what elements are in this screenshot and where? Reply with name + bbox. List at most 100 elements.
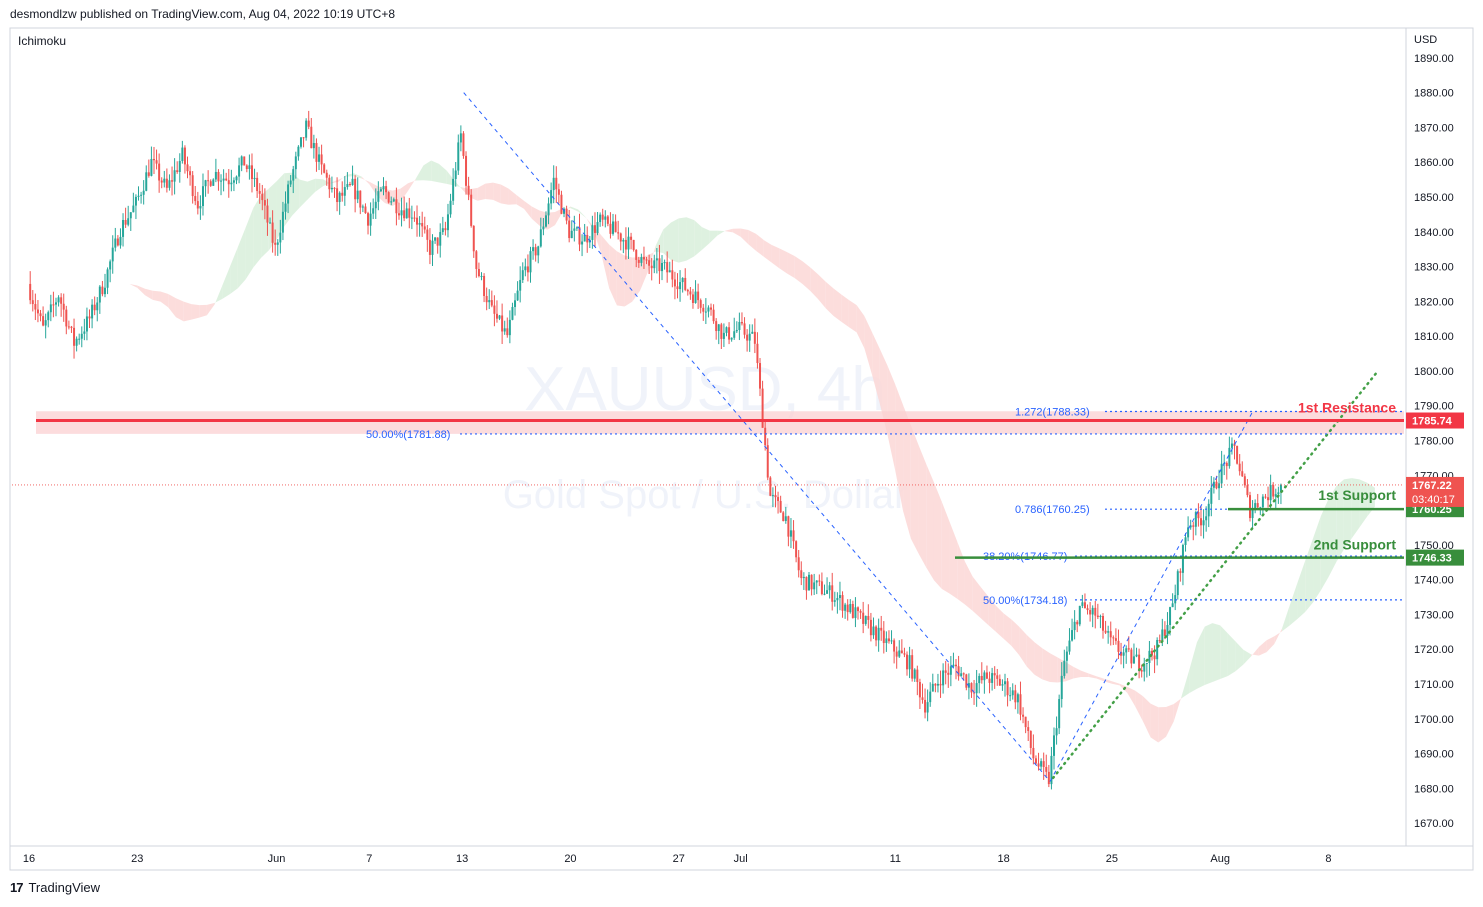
candle-body [717,324,720,332]
candle-body [898,650,901,657]
cloud-segment-bullish [1320,499,1329,591]
candle-body [1019,694,1022,715]
footer-brand[interactable]: 17 TradingView [10,880,100,895]
cloud-segment-bullish [686,217,695,261]
candle-body [983,672,986,681]
candle-body [653,260,656,269]
currency-label: USD [1414,34,1438,46]
cloud-segment-bullish [315,178,323,192]
candle-body [1014,690,1017,703]
candle-body [913,669,916,679]
cloud-segment-bearish [1251,646,1259,657]
candle-body [949,666,952,675]
candle-body [826,590,829,594]
candle-body [862,612,865,624]
candle-body [1181,544,1184,573]
candle-body [1032,747,1035,759]
candle-body [985,672,988,679]
price-axis[interactable]: 1670.00 1680.00 1690.00 1700.00 1710.00 1720.… [1414,53,1454,830]
countdown-tag-text: 03:40:17 [1412,494,1455,506]
candle-body [609,223,612,234]
cloud-segment-bearish [547,212,555,230]
resistance-label: 1st Resistance [1298,400,1396,416]
cloud-segment-bearish [493,182,501,204]
candle-body [815,580,818,583]
candle-body [908,655,911,670]
price-tick-label: 1890.00 [1414,53,1454,65]
cloud-segment-bullish [655,229,664,254]
candle-body [560,194,563,214]
cloud-segment-bearish [848,299,857,333]
candle-body [578,227,581,245]
cloud-segment-bullish [1212,623,1221,682]
resistance-zone [36,411,1404,434]
candle-body [36,309,39,314]
indicator-label[interactable]: Ichimoku [18,34,67,48]
candle-body [844,604,847,611]
candle-body [323,164,326,173]
candle-body [106,269,109,288]
candle-body [1076,621,1079,625]
candle-body [756,343,759,364]
candle-body [753,331,756,344]
candle-body [851,603,854,618]
time-tick-label: Aug [1210,853,1230,865]
cloud-segment-bearish [199,304,207,318]
candle-body [294,156,297,170]
candle-body [330,187,333,190]
cloud-segment-bullish [1305,538,1314,612]
candle-body [1246,485,1249,496]
candle-body [1189,525,1192,528]
candle-body [354,178,357,200]
candle-body [519,279,522,291]
cloud-segment-bullish [1189,642,1197,694]
cloud-segment-bullish [299,179,308,208]
candle-body [91,304,94,319]
cloud-segment-bullish [671,218,679,263]
cloud-segment-bearish [485,182,494,200]
candle-body [640,257,643,263]
candle-body [960,673,963,677]
candle-body [47,312,50,321]
candle-body [140,194,143,196]
fib-level-label: 0.786(1760.25) [1015,504,1090,516]
candle-body [454,170,457,179]
time-tick-label: Jun [268,853,286,865]
candle-body [413,217,416,219]
candle-body [1107,631,1110,633]
cloud-segment-bearish [330,179,339,184]
candle-body [1218,483,1221,489]
candle-body [797,557,800,571]
candle-body [720,324,723,339]
candle-body [114,238,117,248]
candle-body [604,216,607,220]
candle-body [570,230,573,239]
candle-body [168,180,171,188]
candle-body [1158,640,1161,642]
level-price-tag [1406,549,1464,566]
candle-body [428,239,431,255]
candle-body [854,607,857,618]
candle-body [238,165,241,177]
candle-body [759,363,762,389]
time-axis[interactable]: 16 23 Jun 7 13 20 27 Jul 11 18 25 Aug 8 [23,853,1332,865]
candle-body [436,237,439,246]
candle-body [351,178,354,185]
cloud-segment-bullish [678,217,687,263]
price-tick-label: 1670.00 [1414,818,1454,830]
candle-body [305,120,308,138]
candle-body [599,214,602,223]
candle-body [480,275,483,277]
cloud-segment-bearish [516,194,525,209]
cloud-segment-bullish [222,266,231,299]
candle-body [1279,484,1282,493]
candle-body [1009,695,1012,697]
candle-body [828,585,831,591]
cloud-segment-bearish [794,256,803,284]
candle-body [813,582,816,590]
cloud-segment-bearish [1258,640,1267,656]
candle-body [663,262,666,264]
candle-body [292,169,295,181]
candle-body [903,653,906,655]
